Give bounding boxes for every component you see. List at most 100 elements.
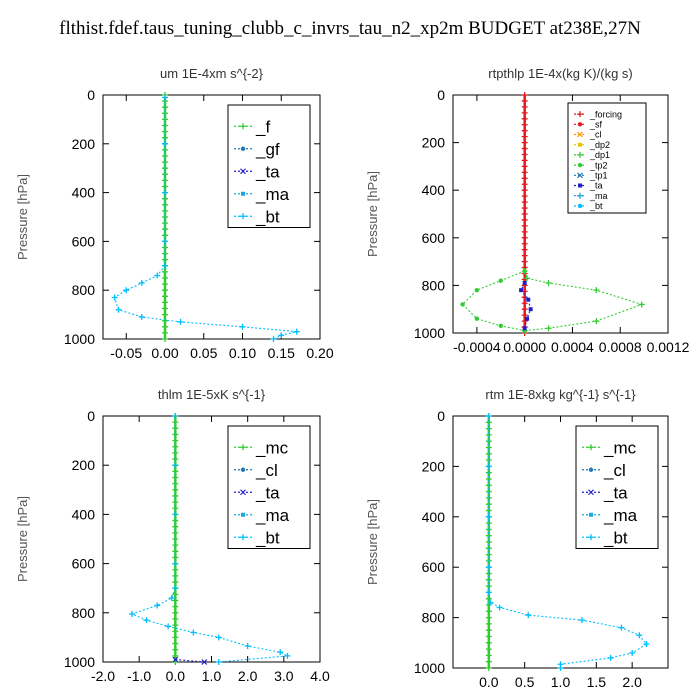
legend-marker-point <box>240 467 246 472</box>
legend-label: _bt <box>255 207 280 226</box>
series-ta-point <box>519 288 524 293</box>
x-tick-label: 1.0 <box>202 668 222 684</box>
legend-label: _ta <box>255 483 280 502</box>
series-tp2-point <box>474 316 480 321</box>
series-tp2-point <box>498 323 503 329</box>
series-bt-point <box>643 641 650 648</box>
x-tick-label: 0.10 <box>229 345 256 361</box>
series-forcing-point <box>521 145 528 152</box>
legend-marker-point <box>240 168 246 175</box>
series-ta-point <box>522 326 527 331</box>
series-f-point <box>162 299 168 306</box>
series-forcing-point <box>521 312 528 319</box>
series-ta-point <box>526 297 531 302</box>
x-tick-label: 0.0004 <box>551 339 594 355</box>
series-bt-point <box>172 462 179 469</box>
series-f-point <box>162 329 168 336</box>
series-tp2-point <box>522 268 527 274</box>
series-tp2-point <box>460 302 465 307</box>
series-bt-point <box>165 623 172 630</box>
series-forcing-point <box>521 300 528 307</box>
series-bt-point <box>190 629 197 636</box>
series-f-point <box>162 268 168 275</box>
series-bt-point <box>618 624 625 631</box>
series-bt-point <box>172 585 179 592</box>
series-f-point <box>162 287 168 294</box>
series-mc-point <box>485 652 492 659</box>
y-tick-label: 800 <box>72 282 96 298</box>
series-forcing-point <box>521 205 528 212</box>
y-tick-label: 400 <box>422 509 446 525</box>
series-mc-point <box>485 620 492 627</box>
legend-marker-point <box>241 191 245 196</box>
series-f-point <box>162 336 168 342</box>
legend-marker-point <box>577 203 583 209</box>
legend-marker-point <box>577 111 583 118</box>
legend-label: _f <box>255 117 270 136</box>
series-line <box>524 270 644 332</box>
series-forcing-point <box>521 121 528 128</box>
x-tick-label: 1.0 <box>551 674 571 690</box>
series-forcing-point <box>521 211 528 217</box>
series-bt-point <box>270 336 277 342</box>
legend-entry: _f <box>234 117 270 136</box>
legend-label: _ma <box>255 185 290 204</box>
x-tick-label: 4.0 <box>310 668 330 684</box>
series-forcing-point <box>521 157 528 164</box>
x-tick-label: 0.00 <box>151 345 178 361</box>
series-line <box>488 416 648 668</box>
y-axis-label: Pressure [hPa] <box>15 174 30 260</box>
y-tick-label: 200 <box>422 458 446 474</box>
legend-marker-point <box>588 467 594 472</box>
series-mc-point <box>485 646 492 653</box>
legend-marker-point <box>240 534 246 541</box>
series-forcing-point <box>521 92 528 98</box>
series-mc-point <box>172 597 179 604</box>
legend-entry: _bt <box>234 528 280 547</box>
legend-box <box>567 102 647 214</box>
y-tick-label: 600 <box>422 230 446 246</box>
series-f-point <box>162 311 168 318</box>
series-bt-point <box>172 511 179 518</box>
series-mc-point <box>485 639 492 646</box>
series-ta-point <box>172 656 179 663</box>
legend-marker-point <box>240 444 246 451</box>
legend-label: _tp2 <box>589 160 608 170</box>
legend-entry: _ta <box>234 162 280 181</box>
series-dp1-point <box>524 275 531 282</box>
x-tick-label: 0.0012 <box>647 339 690 355</box>
legend-label: _cl <box>589 130 602 140</box>
series-bt-point <box>485 564 492 571</box>
series-ta <box>519 281 533 331</box>
series-mc-point <box>485 627 492 634</box>
legend-entry: _bt <box>574 201 603 211</box>
series-forcing-point <box>521 175 528 182</box>
legend-entry: _forcing <box>574 109 622 119</box>
x-tick-label: 0.05 <box>190 345 217 361</box>
legend-entry: _mc <box>234 438 289 457</box>
series-bt-point <box>239 323 246 330</box>
series-forcing-point <box>521 127 528 134</box>
legend-label: _mc <box>603 438 637 457</box>
series-bt-point <box>128 611 135 618</box>
series-dp1 <box>521 268 645 334</box>
legend-marker-point <box>577 131 583 138</box>
series-forcing-point <box>521 97 528 104</box>
series-mc-point <box>485 595 492 602</box>
series-bt-point <box>154 602 161 609</box>
series-tp2 <box>460 268 527 333</box>
legend-label: _dp1 <box>589 150 610 160</box>
series-bt <box>111 94 300 342</box>
series-forcing-point <box>521 252 528 259</box>
legend-label: _bt <box>255 528 280 547</box>
y-tick-label: 0 <box>87 408 95 424</box>
x-tick-label: 2.0 <box>622 674 642 690</box>
series-forcing-point <box>521 169 528 176</box>
legend-label: _ta <box>589 181 603 191</box>
series-mc-point <box>485 658 492 665</box>
legend-entry: _tp2 <box>574 160 608 170</box>
x-tick-label: 0.5 <box>515 674 535 690</box>
series-forcing-point <box>521 187 528 194</box>
series-ta <box>172 656 208 665</box>
panel-title: rtpthlp 1E-4x(kg K)/(kg s) <box>488 66 633 81</box>
